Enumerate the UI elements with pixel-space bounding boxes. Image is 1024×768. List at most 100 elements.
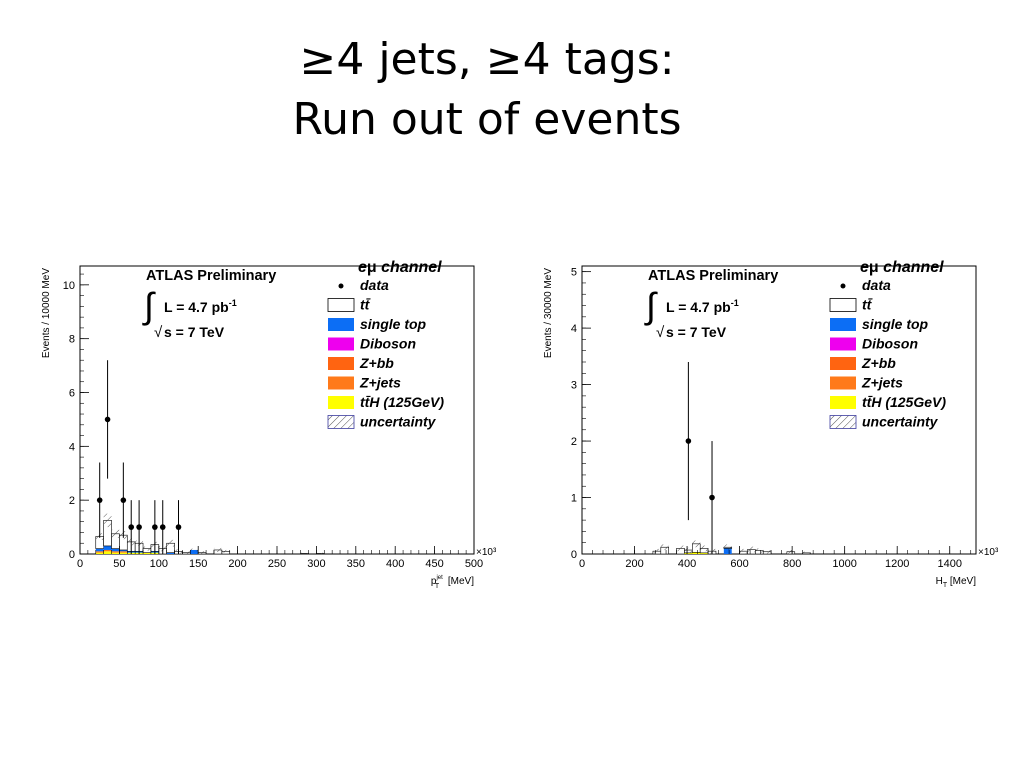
legend-swatch: [830, 357, 856, 370]
legend-entry: tt̄H (125GeV): [862, 394, 946, 410]
x-tick-label: 50: [113, 558, 125, 570]
mc-bar-tth: [700, 552, 709, 554]
data-point: [152, 524, 158, 530]
mc-bar-zjets: [119, 551, 128, 553]
x-tick-label: 250: [268, 558, 286, 570]
legend-swatch: [829, 298, 857, 312]
mc-bar-tth: [143, 552, 151, 554]
legend-swatch: [328, 396, 354, 409]
x-tick-label: 450: [425, 558, 443, 570]
mc-bar-single-top: [95, 548, 104, 552]
y-tick-label: 0: [571, 549, 577, 561]
mc-uncertainty-band: [316, 552, 325, 554]
legend-entry: single top: [862, 316, 929, 332]
mc-uncertainty-band: [652, 548, 661, 554]
plot-frame: [581, 265, 977, 555]
luminosity-label: L = 4.7 pb-1: [666, 298, 739, 315]
x-tick-label: 0: [77, 558, 83, 570]
atlas-label: ATLAS Preliminary: [648, 268, 778, 284]
x-tick-label: 350: [347, 558, 365, 570]
slide-title-line-2: Run out of events: [292, 94, 682, 145]
mc-uncertainty-band: [182, 551, 191, 554]
mc-uncertainty-band: [103, 513, 112, 528]
legend-swatch: [830, 376, 856, 390]
mc-uncertainty-band: [786, 550, 795, 554]
mc-uncertainty-band: [213, 547, 222, 552]
mc-bar-single-top: [166, 552, 175, 554]
x-tick-label: 300: [307, 558, 325, 570]
x-axis-label: pjet T [MeV]: [431, 575, 474, 590]
legend-swatch: [328, 376, 354, 390]
x-tick-label: 400: [678, 558, 696, 570]
y-tick-label: 5: [571, 267, 577, 279]
legend-swatch: [830, 337, 856, 351]
mc-bar-single-top: [723, 548, 732, 554]
legend-entry: Diboson: [360, 336, 416, 352]
mc-bar-single-top: [103, 545, 112, 550]
legend-swatch: [830, 396, 856, 409]
legend-entry: uncertainty: [862, 414, 939, 430]
legend-swatch: [328, 357, 354, 370]
mc-bar-tth: [95, 552, 104, 554]
data-point: [159, 524, 166, 530]
y-axis-label: Events / 10000 MeV: [41, 268, 52, 358]
mc-uncertainty-band: [802, 551, 811, 554]
data-point: [128, 524, 135, 530]
mc-bar-single-top: [190, 549, 199, 554]
legend-entry: Z+jets: [861, 375, 903, 391]
luminosity-label: L = 4.7 pb-1: [164, 298, 237, 315]
legend-entry: data: [360, 277, 389, 293]
integral-symbol: ∫: [142, 285, 156, 326]
y-tick-label: 4: [571, 323, 577, 335]
legend-entry: tt̄: [360, 296, 371, 312]
left-histogram-pt-jet: 0 50 100 150 200 250 300 350 400 450 500 0 2 4 6 8 10 ×10…: [41, 259, 496, 590]
legend-swatch-uncertainty: [327, 415, 355, 429]
integral-symbol: ∫: [644, 285, 658, 326]
x-tick-label: 100: [150, 558, 168, 570]
sqrt-symbol: √: [656, 324, 665, 341]
energy-label: s = 7 TeV: [164, 324, 225, 340]
mc-uncertainty-band: [676, 545, 685, 552]
mc-uncertainty-band: [300, 552, 309, 554]
x-tick-label: 1400: [937, 558, 961, 570]
mc-uncertainty-band: [198, 551, 207, 554]
legend-entry: tt̄H (125GeV): [360, 394, 444, 410]
y-tick-label: 3: [571, 380, 577, 392]
y-tick-label: 0: [69, 549, 75, 561]
data-point: [709, 494, 715, 501]
legend-entry: uncertainty: [360, 414, 437, 430]
x-tick-label: 800: [783, 558, 801, 570]
data-point: [104, 416, 111, 423]
y-tick-label: 6: [69, 388, 75, 400]
x-axis-label: HT [MeV]: [936, 576, 977, 589]
data-point: [136, 524, 142, 530]
y-tick-label: 1: [571, 493, 577, 505]
mc-bar-zjets: [111, 551, 120, 553]
legend-swatch-data: [840, 283, 846, 289]
x-tick-label: 500: [465, 558, 483, 570]
x-tick-label: 600: [730, 558, 748, 570]
mc-uncertainty-band: [190, 548, 199, 552]
legend-swatch: [327, 298, 355, 312]
mc-bar-zjets: [95, 551, 104, 553]
channel-label: eμ channel: [860, 259, 944, 276]
data-point: [96, 497, 103, 503]
y-tick-label: 4: [69, 441, 75, 453]
x-tick-label: 1000: [832, 558, 856, 570]
mc-uncertainty-band: [739, 548, 748, 554]
legend-entry: Z+bb: [861, 355, 896, 371]
x-multiplier-label: ×10³: [978, 547, 998, 558]
atlas-label: ATLAS Preliminary: [146, 268, 276, 284]
data-point: [175, 524, 182, 530]
legend-swatch: [830, 318, 856, 331]
legend-swatch-data: [338, 283, 344, 289]
legend-swatch: [328, 337, 354, 351]
mc-uncertainty-band: [166, 539, 175, 547]
x-tick-label: 150: [189, 558, 207, 570]
x-tick-label: 400: [386, 558, 404, 570]
mc-bar-tth: [111, 552, 120, 554]
legend-entry: tt̄: [862, 296, 873, 312]
mc-uncertainty-band: [763, 550, 772, 554]
y-axis-label: Events / 30000 MeV: [543, 268, 554, 358]
mc-uncertainty-band: [747, 546, 756, 553]
